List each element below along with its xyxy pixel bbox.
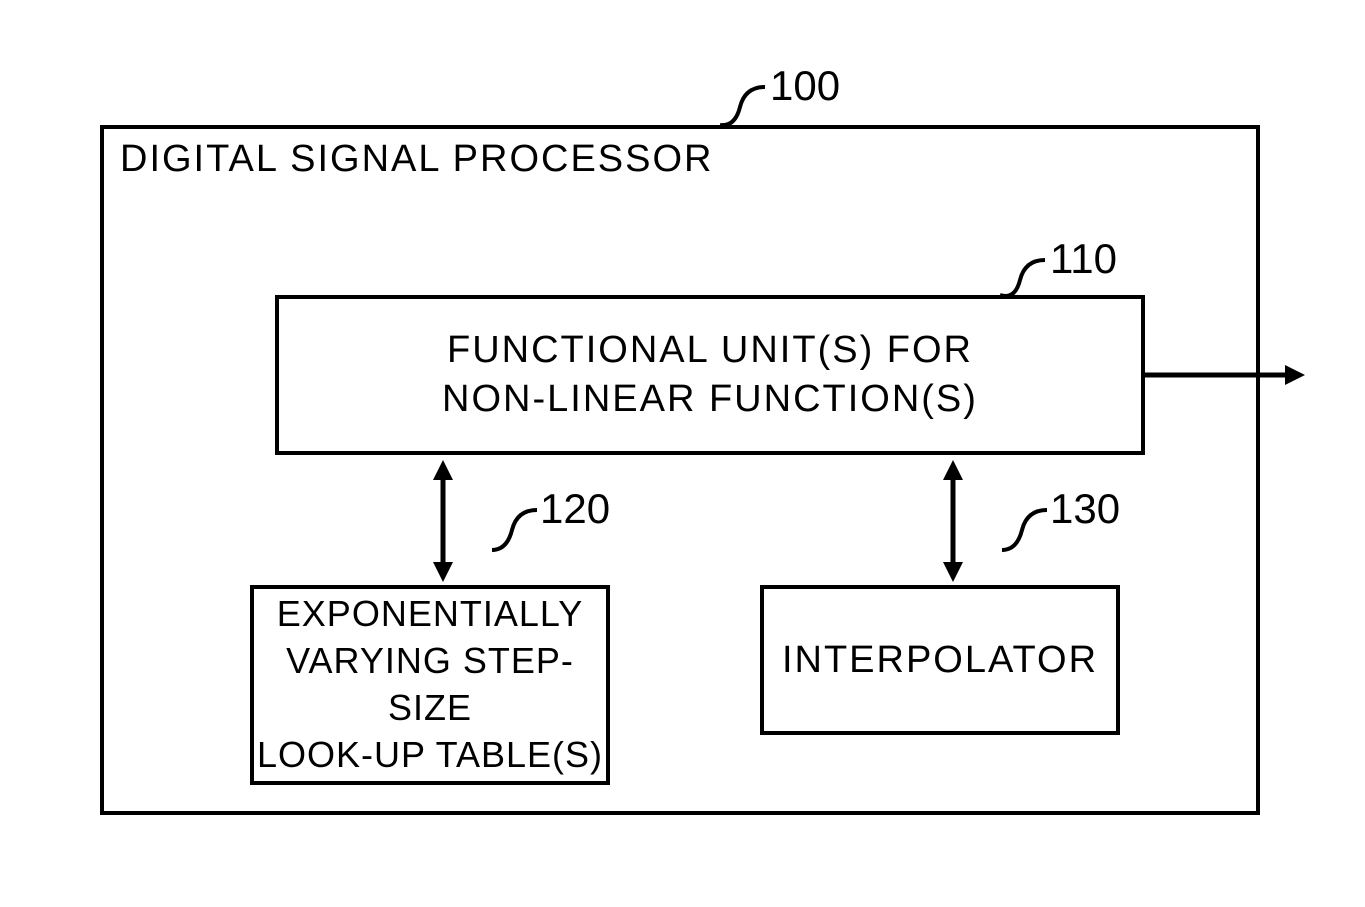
bidir-arrow-120-icon — [431, 460, 455, 582]
dsp-block-diagram: DIGITAL SIGNAL PROCESSOR 100 FUNCTIONAL … — [40, 40, 1330, 880]
ref-number-100: 100 — [770, 62, 840, 110]
box-120-line2: VARYING STEP-SIZE — [254, 638, 606, 732]
lead-line-110 — [1000, 255, 1050, 305]
ref-number-120: 120 — [540, 485, 610, 533]
box-lookup-tables: EXPONENTIALLY VARYING STEP-SIZE LOOK-UP … — [250, 585, 610, 785]
bidir-arrow-130-icon — [941, 460, 965, 582]
ref-number-110: 110 — [1050, 235, 1117, 283]
ref-number-130: 130 — [1050, 485, 1120, 533]
box-110-line1: FUNCTIONAL UNIT(S) FOR — [447, 326, 973, 375]
box-110-line2: NON-LINEAR FUNCTION(S) — [442, 375, 978, 424]
outer-box-title: DIGITAL SIGNAL PROCESSOR — [120, 138, 714, 181]
lead-line-100 — [720, 82, 770, 132]
box-130-label: INTERPOLATOR — [782, 639, 1098, 682]
output-arrow-icon — [1145, 363, 1305, 387]
lead-line-120 — [492, 505, 542, 555]
box-functional-units: FUNCTIONAL UNIT(S) FOR NON-LINEAR FUNCTI… — [275, 295, 1145, 455]
box-interpolator: INTERPOLATOR — [760, 585, 1120, 735]
box-120-line3: LOOK-UP TABLE(S) — [257, 732, 603, 779]
box-120-line1: EXPONENTIALLY — [277, 591, 583, 638]
lead-line-130 — [1002, 505, 1052, 555]
